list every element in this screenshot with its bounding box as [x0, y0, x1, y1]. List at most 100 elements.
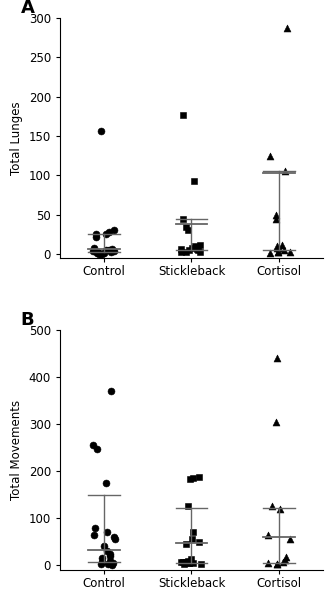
- Point: [282, 555, 288, 565]
- Point: [190, 243, 195, 253]
- Point: [180, 214, 186, 223]
- Point: [104, 478, 109, 488]
- Point: [197, 472, 202, 482]
- Point: [92, 523, 97, 532]
- Point: [107, 227, 112, 237]
- Point: [180, 557, 186, 566]
- Point: [188, 554, 194, 564]
- Point: [105, 559, 111, 569]
- Point: [106, 245, 111, 255]
- Point: [268, 248, 273, 258]
- Y-axis label: Total Lunges: Total Lunges: [10, 101, 23, 175]
- Point: [194, 245, 199, 254]
- Point: [90, 440, 96, 450]
- Point: [197, 240, 202, 250]
- Point: [183, 557, 189, 567]
- Text: A: A: [21, 0, 34, 17]
- Y-axis label: Total Movements: Total Movements: [10, 400, 23, 500]
- Point: [96, 249, 102, 259]
- Point: [273, 210, 279, 220]
- Point: [179, 248, 184, 257]
- Point: [112, 226, 117, 235]
- Point: [188, 475, 193, 484]
- Point: [274, 560, 280, 569]
- Point: [110, 244, 115, 253]
- Point: [284, 23, 289, 33]
- Point: [107, 551, 113, 560]
- Point: [265, 530, 271, 539]
- Point: [274, 243, 280, 253]
- Point: [107, 556, 113, 565]
- Point: [111, 558, 116, 568]
- Point: [98, 560, 104, 569]
- Point: [100, 249, 105, 259]
- Point: [104, 245, 109, 255]
- Point: [196, 245, 201, 255]
- Point: [197, 248, 202, 257]
- Point: [273, 417, 279, 427]
- Point: [266, 558, 271, 568]
- Point: [282, 167, 287, 176]
- Point: [191, 527, 196, 537]
- Point: [95, 444, 100, 454]
- Text: B: B: [21, 311, 34, 329]
- Point: [267, 151, 273, 161]
- Point: [109, 386, 114, 396]
- Point: [191, 176, 196, 185]
- Point: [190, 473, 195, 483]
- Point: [279, 240, 284, 250]
- Point: [186, 245, 192, 255]
- Point: [277, 243, 282, 253]
- Point: [275, 353, 280, 363]
- Point: [287, 247, 292, 257]
- Point: [178, 557, 184, 567]
- Point: [90, 246, 96, 256]
- Point: [274, 241, 279, 251]
- Point: [109, 247, 114, 257]
- Point: [103, 230, 109, 239]
- Point: [192, 241, 198, 251]
- Point: [93, 232, 99, 242]
- Point: [109, 560, 115, 569]
- Point: [281, 245, 287, 255]
- Point: [280, 557, 286, 566]
- Point: [185, 226, 190, 235]
- Point: [287, 535, 292, 544]
- Point: [180, 110, 185, 119]
- Point: [102, 248, 107, 258]
- Point: [98, 126, 104, 136]
- Point: [99, 557, 105, 566]
- Point: [183, 539, 189, 549]
- Point: [178, 244, 183, 253]
- Point: [112, 532, 117, 542]
- Point: [274, 559, 279, 569]
- Point: [97, 248, 102, 258]
- Point: [277, 504, 282, 514]
- Point: [102, 542, 107, 551]
- Point: [269, 502, 275, 511]
- Point: [190, 559, 195, 568]
- Point: [183, 222, 188, 232]
- Point: [104, 527, 109, 537]
- Point: [94, 248, 99, 258]
- Point: [185, 502, 191, 511]
- Point: [186, 558, 192, 568]
- Point: [95, 247, 100, 257]
- Point: [283, 552, 289, 562]
- Point: [93, 230, 99, 239]
- Point: [91, 243, 96, 253]
- Point: [198, 559, 203, 569]
- Point: [107, 549, 113, 559]
- Point: [275, 248, 280, 257]
- Point: [181, 560, 186, 569]
- Point: [273, 214, 279, 223]
- Point: [99, 553, 105, 563]
- Point: [104, 547, 110, 556]
- Point: [196, 537, 201, 547]
- Point: [186, 558, 191, 568]
- Point: [112, 535, 118, 544]
- Point: [183, 247, 188, 257]
- Point: [91, 530, 96, 539]
- Point: [275, 248, 281, 257]
- Point: [185, 556, 191, 565]
